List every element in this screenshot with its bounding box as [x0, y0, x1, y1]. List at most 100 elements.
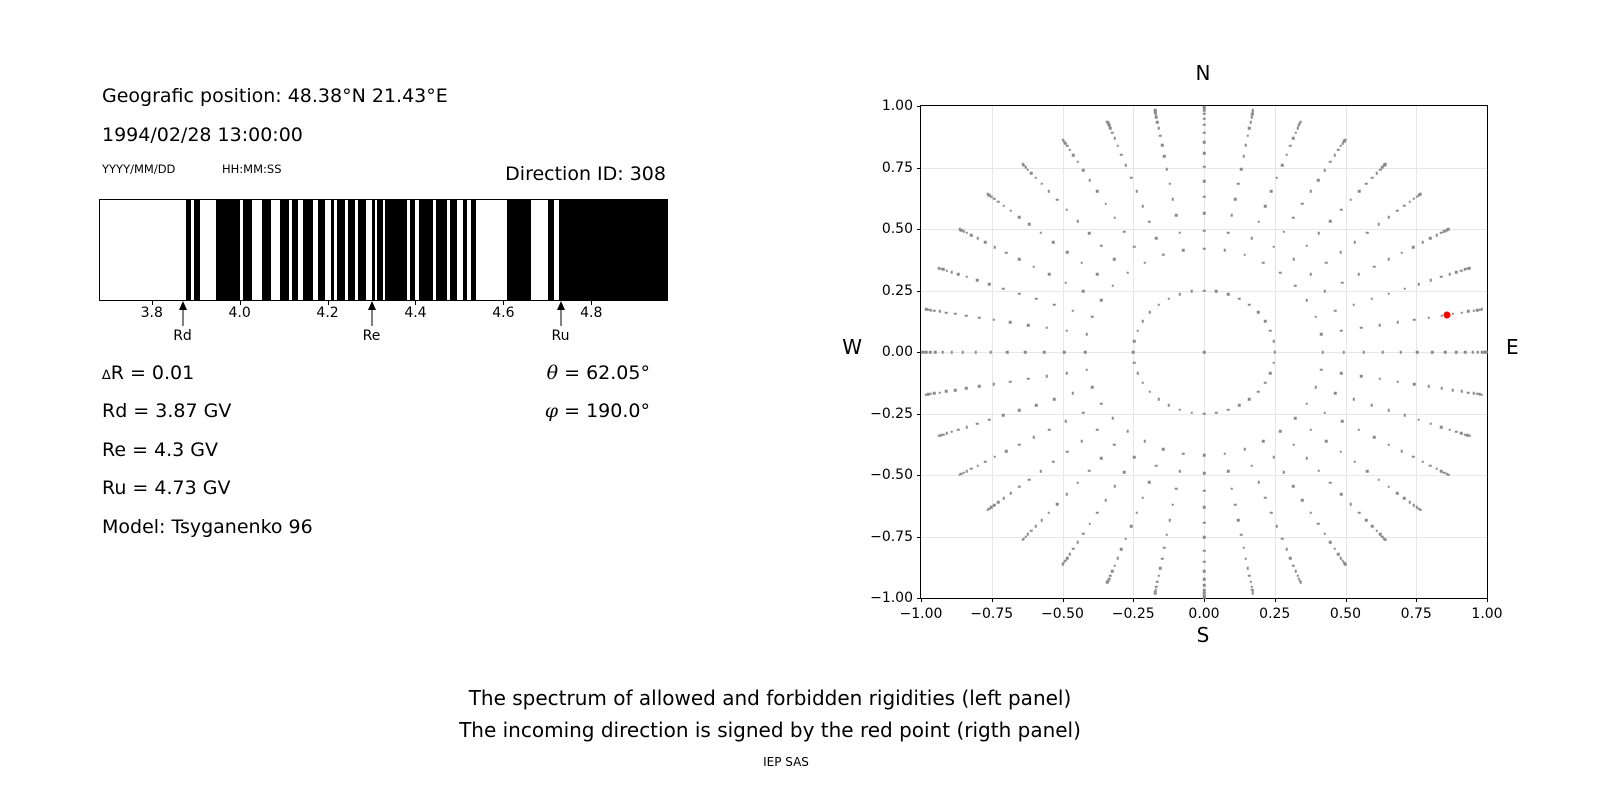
scatter-dot: [1339, 492, 1343, 496]
scatter-dot: [1400, 450, 1404, 453]
scatter-dot: [1427, 385, 1431, 388]
y-axis-tick-label: 0.50: [881, 221, 913, 237]
scatter-dot: [1270, 511, 1273, 514]
scatter-dot: [1202, 112, 1206, 116]
x-axis-tick-label: 3.8: [140, 305, 163, 321]
scatter-dot: [1132, 455, 1136, 459]
scatter-dot: [1296, 574, 1299, 578]
scatter-dot: [965, 275, 969, 279]
phi-symbol: φ: [544, 400, 559, 422]
scatter-dot: [1275, 525, 1279, 528]
scatter-dot: [941, 433, 945, 436]
scatter-dot: [1154, 113, 1158, 116]
scatter-dot: [926, 393, 930, 396]
scatter-dot: [1032, 436, 1035, 439]
scatter-dot: [1403, 204, 1406, 208]
scatter-dot: [1155, 236, 1158, 240]
scatter-dot: [1052, 303, 1056, 306]
scatter-dot: [1017, 258, 1021, 261]
scatter-dot: [1047, 511, 1051, 514]
scatter-dot: [1133, 361, 1136, 364]
scatter-dot: [1443, 471, 1446, 474]
scatter-dot: [988, 507, 991, 510]
scatter-dot: [974, 350, 977, 354]
scatter-dot: [934, 350, 937, 354]
scatter-dot: [1384, 162, 1387, 166]
scatter-dot: [1027, 478, 1031, 481]
cutoff-marker-label: Re: [362, 328, 381, 344]
scatter-dot: [1359, 326, 1363, 330]
y-axis-tick: [917, 598, 921, 599]
scatter-dot: [993, 455, 997, 459]
scatter-dot: [1113, 485, 1116, 488]
cutoff-arrow-icon: [367, 301, 376, 310]
scatter-dot: [992, 382, 996, 386]
scatter-dot: [1478, 308, 1482, 311]
x-axis-tick: [1062, 598, 1064, 602]
scatter-dot: [1182, 248, 1185, 252]
scatter-dot: [1403, 496, 1406, 500]
scatter-dot: [1076, 219, 1079, 223]
x-axis-tick: [1487, 598, 1488, 602]
scatter-dot: [1202, 412, 1206, 415]
scatter-dot: [1082, 169, 1085, 172]
scatter-dot: [1202, 131, 1206, 134]
spectrum-band: [419, 200, 434, 300]
scatter-dot: [939, 267, 942, 270]
scatter-dot: [1064, 420, 1068, 423]
scatter-dot: [1429, 422, 1433, 426]
scatter-dot: [997, 200, 1000, 204]
scatter-dot: [1002, 287, 1005, 290]
scatter-dot: [1153, 592, 1157, 595]
scatter-dot: [1466, 267, 1469, 270]
scatter-dot: [1377, 478, 1381, 481]
caption-line-2: The incoming direction is signed by the …: [459, 718, 1081, 742]
scatter-dot: [1039, 231, 1042, 235]
scatter-dot: [1024, 350, 1027, 354]
scatter-dot: [1047, 190, 1051, 193]
scatter-dot: [1165, 533, 1169, 536]
scatter-dot: [1299, 581, 1302, 584]
scatter-dot: [1076, 481, 1079, 485]
scatter-dot: [1305, 402, 1309, 405]
scatter-dot: [1175, 214, 1178, 217]
scatter-dot: [1440, 387, 1443, 390]
scatter-dot: [1443, 230, 1446, 233]
scatter-dot: [1298, 579, 1302, 583]
scatter-dot: [977, 316, 981, 319]
scatter-dot: [1250, 464, 1253, 468]
scatter-dot: [977, 385, 981, 388]
scatter-dot: [1343, 563, 1347, 566]
scatter-dot: [1081, 290, 1085, 293]
scatter-dot: [1262, 261, 1265, 264]
spectrum-band: [330, 200, 335, 300]
scatter-dot: [1163, 155, 1166, 158]
scatter-dot: [1440, 314, 1443, 317]
scatter-dot: [1136, 371, 1139, 375]
scatter-dot: [992, 503, 996, 507]
scatter-dot: [1439, 425, 1443, 429]
spectrum-band: [302, 200, 313, 300]
scatter-dot: [1202, 594, 1206, 597]
scatter-dot: [1431, 350, 1434, 354]
cutoff-marker-label: Rd: [173, 328, 192, 344]
scatter-dot: [970, 467, 973, 470]
scatter-dot: [1045, 326, 1049, 330]
scatter-dot: [1323, 169, 1326, 172]
scatter-dot: [1285, 153, 1288, 157]
scatter-dot: [1337, 148, 1340, 152]
scatter-dot: [1333, 547, 1336, 551]
scatter-dot: [945, 432, 948, 435]
scatter-dot: [932, 309, 936, 312]
spectrum-band: [242, 200, 252, 300]
credit-text: IEP SAS: [763, 755, 809, 769]
scatter-dot: [954, 312, 957, 316]
compass-south-label: S: [1196, 623, 1210, 647]
scatter-dot: [1439, 275, 1443, 279]
scatter-dot: [1100, 244, 1103, 247]
scatter-dot: [1168, 519, 1172, 522]
scatter-dot: [1116, 144, 1119, 148]
y-axis-tick-label: 0.25: [881, 282, 913, 299]
scatter-dot: [1294, 131, 1298, 134]
scatter-dot: [1083, 350, 1087, 354]
